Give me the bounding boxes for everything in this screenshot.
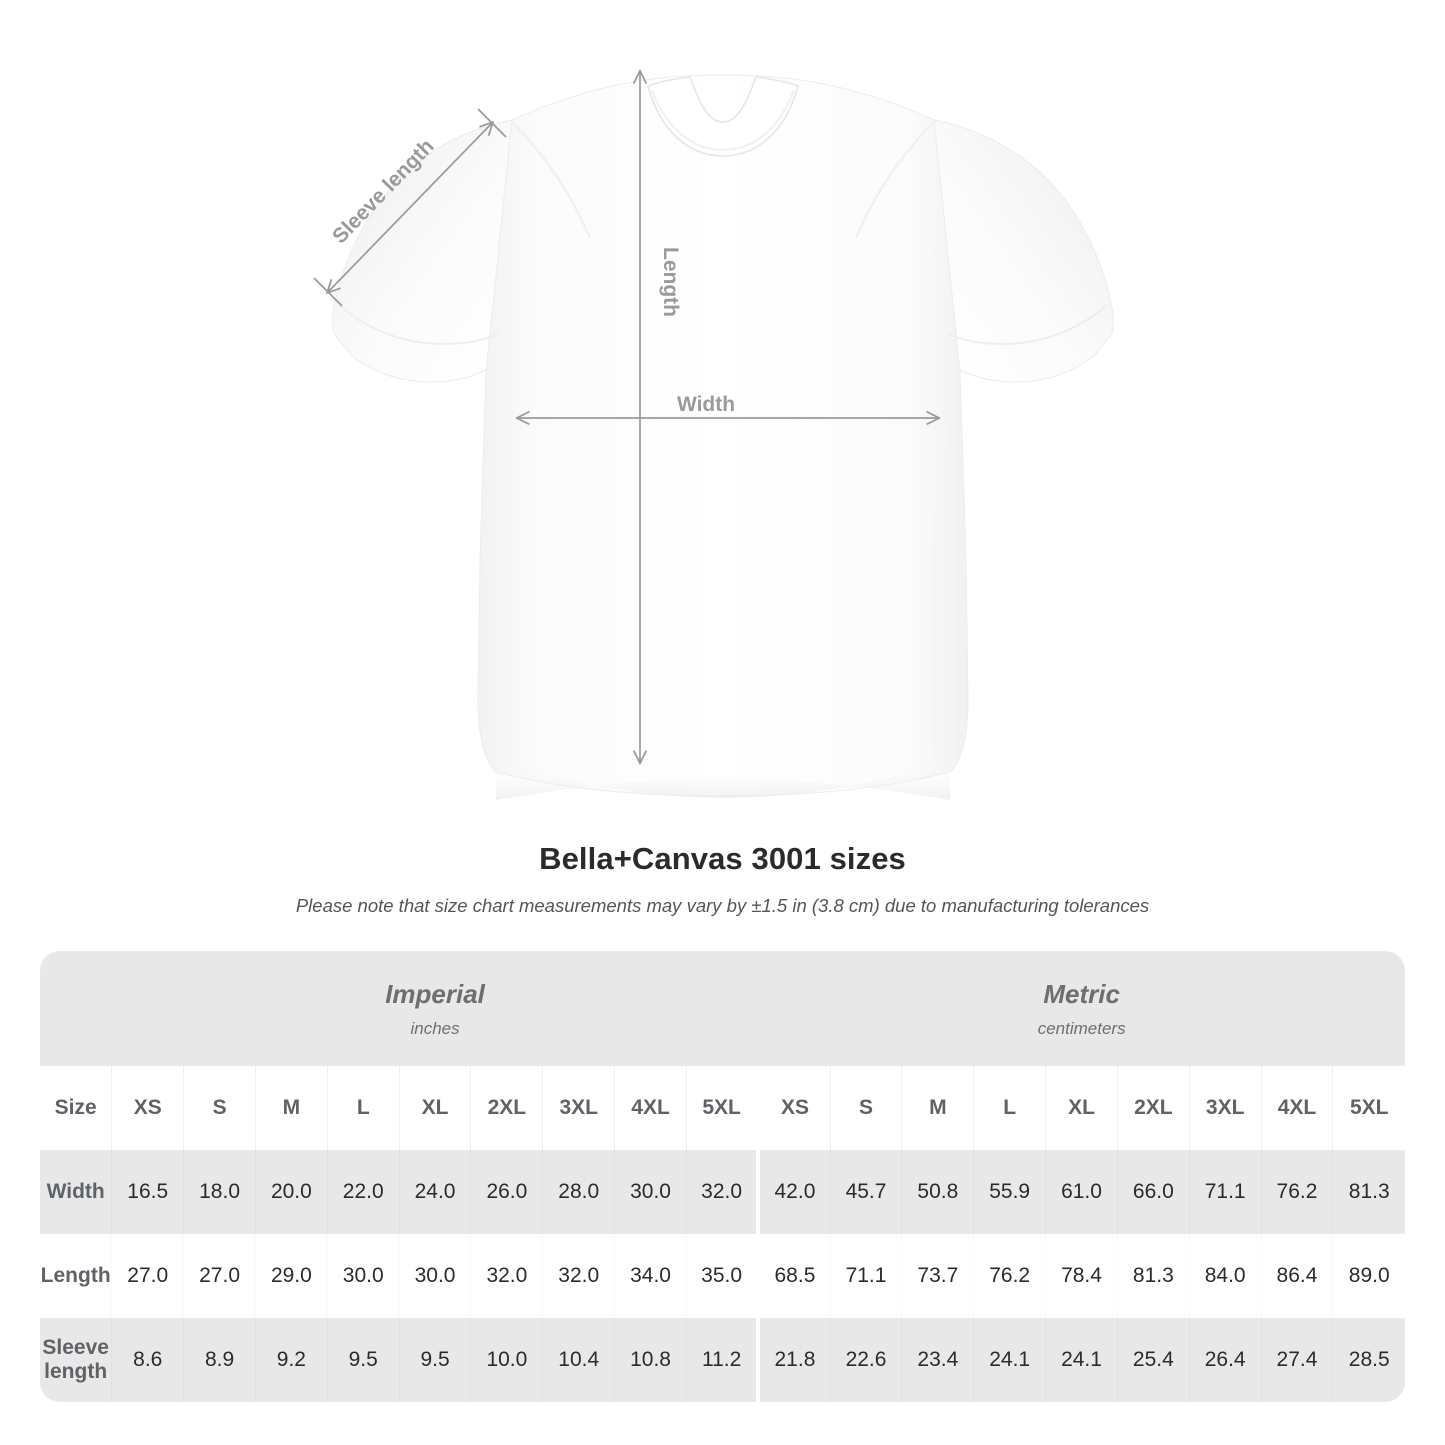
measurement-cell: 30.0 (398, 1234, 471, 1319)
measurement-cell: 89.0 (1332, 1234, 1405, 1319)
tshirt-diagram: Sleeve length Length Width (313, 0, 1114, 800)
measurement-cell: 55.9 (973, 1150, 1046, 1235)
width-measure: Width (518, 393, 938, 418)
measurement-cell: 10.8 (614, 1318, 687, 1403)
measurement-cell: 24.1 (1045, 1318, 1118, 1403)
measurement-cell: 25.4 (1116, 1318, 1190, 1403)
measurement-cell: 8.6 (111, 1318, 184, 1403)
size-column-header: XL (1045, 1066, 1118, 1151)
size-header-row: Size XS S M L XL 2XL 3XL 4XL 5XL XS S M L XL 2XL 3XL 4XL 5… (40, 1066, 1405, 1151)
measurement-cell: 8.9 (183, 1318, 256, 1403)
unit-group-name: Metric (1043, 978, 1120, 1009)
measurement-cell: 27.4 (1260, 1318, 1333, 1403)
size-column-header: S (829, 1066, 902, 1151)
size-column-header: 3XL (542, 1066, 615, 1151)
measurement-cell: 71.1 (829, 1234, 902, 1319)
measurement-cell: 45.7 (829, 1150, 902, 1235)
measurement-cell: 84.0 (1188, 1234, 1262, 1319)
unit-group-header-metric: Metric centimeters (758, 951, 1405, 1067)
page-title: Bella+Canvas 3001 sizes (539, 841, 906, 876)
measurement-cell: 26.4 (1188, 1318, 1262, 1403)
measurement-cell: 68.5 (756, 1234, 831, 1319)
measurement-cell: 28.5 (1332, 1318, 1405, 1403)
size-column-header: L (973, 1066, 1046, 1151)
size-column-header: 4XL (614, 1066, 687, 1151)
measurement-cell: 22.0 (326, 1150, 400, 1235)
measurement-cell: 73.7 (901, 1234, 974, 1319)
measurement-cell: 32.0 (542, 1234, 615, 1319)
measurement-cell: 50.8 (901, 1150, 974, 1235)
size-column-header: S (183, 1066, 256, 1151)
unit-banner-spacer (40, 951, 112, 1067)
table-row: Length 27.0 27.0 29.0 30.0 30.0 32.0 32.0 34.0 35… (40, 1234, 1405, 1319)
measurement-cell: 78.4 (1045, 1234, 1118, 1319)
table-row: Width 16.5 18.0 20.0 22.0 24.0 26.0 28.0 30.0 32.… (40, 1150, 1405, 1235)
measurement-cell: 9.5 (326, 1318, 400, 1403)
measurement-row-label: Length (40, 1234, 112, 1319)
unit-group-name: Imperial (385, 978, 485, 1009)
measurement-cell: 10.4 (542, 1318, 615, 1403)
size-column-header: 2XL (470, 1066, 543, 1151)
measurement-cell: 20.0 (254, 1150, 328, 1235)
measurement-cell: 27.0 (111, 1234, 184, 1319)
measurement-cell: 16.5 (111, 1150, 184, 1235)
tolerance-note: Please note that size chart measurements… (295, 895, 1150, 917)
table-row: Sleeve length 8.6 8.9 9.2 9.5 9.5 10.0 10.4 10.8… (40, 1318, 1405, 1403)
size-column-header: M (254, 1066, 328, 1151)
measurement-row-label: Sleeve length (40, 1318, 112, 1403)
measurement-cell: 30.0 (326, 1234, 400, 1319)
measurement-cell: 66.0 (1116, 1150, 1190, 1235)
measurement-cell: 28.0 (542, 1150, 615, 1235)
measurement-cell: 26.0 (470, 1150, 543, 1235)
measurement-cell: 18.0 (183, 1150, 256, 1235)
measurement-cell: 30.0 (614, 1150, 687, 1235)
size-column-header: M (901, 1066, 974, 1151)
size-column-header: L (326, 1066, 400, 1151)
measurement-cell: 76.2 (1260, 1150, 1333, 1235)
measurement-cell: 11.2 (685, 1318, 759, 1403)
measurement-cell: 9.5 (398, 1318, 471, 1403)
measurement-cell: 86.4 (1260, 1234, 1333, 1319)
measurement-cell: 32.0 (685, 1150, 759, 1235)
length-label: Length (659, 247, 682, 317)
measurement-cell: 81.3 (1332, 1150, 1405, 1235)
measurement-cell: 81.3 (1116, 1234, 1190, 1319)
size-chart-table: Imperial inches Metric centimeters Size XS S M L… (40, 951, 1405, 1403)
unit-group-subtitle: inches (410, 1018, 460, 1038)
unit-group-subtitle: centimeters (1037, 1018, 1126, 1038)
measurement-cell: 61.0 (1045, 1150, 1118, 1235)
size-column-header: 2XL (1116, 1066, 1190, 1151)
size-column-header: 3XL (1188, 1066, 1262, 1151)
measurement-cell: 71.1 (1188, 1150, 1262, 1235)
size-chart-table-wrapper: Imperial inches Metric centimeters Size XS S M L… (40, 951, 1405, 1403)
size-column-header: 5XL (1332, 1066, 1405, 1151)
measurement-cell: 24.1 (973, 1318, 1046, 1403)
tshirt-illustration: Sleeve length Length Width (313, 0, 1114, 800)
measurement-cell: 42.0 (756, 1150, 831, 1235)
measurement-cell: 23.4 (901, 1318, 974, 1403)
measurement-cell: 32.0 (470, 1234, 543, 1319)
chart-heading-block: Bella+Canvas 3001 sizes Please note that… (0, 840, 1445, 917)
size-column-header: 4XL (1260, 1066, 1333, 1151)
measurement-cell: 29.0 (254, 1234, 328, 1319)
size-header-label: Size (40, 1066, 112, 1151)
measurement-cell: 22.6 (829, 1318, 902, 1403)
measurement-cell: 76.2 (973, 1234, 1046, 1319)
measurement-cell: 9.2 (254, 1318, 328, 1403)
measurement-cell: 10.0 (470, 1318, 543, 1403)
measurement-cell: 27.0 (183, 1234, 256, 1319)
size-column-header: XS (756, 1066, 831, 1151)
measurement-cell: 35.0 (685, 1234, 759, 1319)
size-column-header: XS (111, 1066, 184, 1151)
measurement-cell: 21.8 (756, 1318, 831, 1403)
measurement-cell: 34.0 (614, 1234, 687, 1319)
garment-body (332, 74, 1114, 800)
measurement-row-label: Width (40, 1150, 112, 1235)
width-label: Width (677, 393, 735, 416)
size-column-header: XL (398, 1066, 471, 1151)
unit-group-header-imperial: Imperial inches (111, 951, 759, 1067)
size-column-header: 5XL (685, 1066, 759, 1151)
measurement-cell: 24.0 (398, 1150, 471, 1235)
unit-banner-row: Imperial inches Metric centimeters (40, 951, 1405, 1067)
